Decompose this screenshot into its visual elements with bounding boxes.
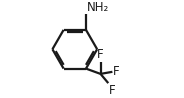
- Text: NH₂: NH₂: [87, 1, 109, 14]
- Text: F: F: [113, 65, 120, 78]
- Text: F: F: [109, 84, 115, 97]
- Text: F: F: [97, 48, 104, 61]
